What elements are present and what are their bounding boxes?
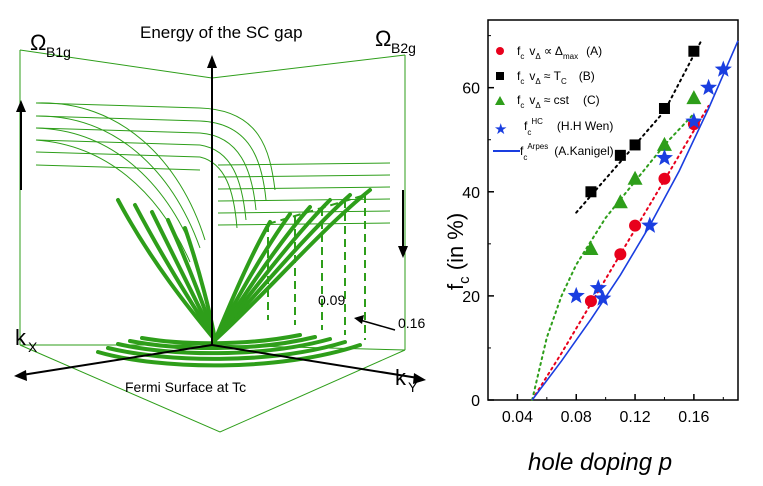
schematic-title: Energy of the SC gap xyxy=(140,23,303,42)
fit-line-akanigel xyxy=(531,40,739,401)
omega-b2g-sub: B2g xyxy=(391,40,416,56)
doping-label-low: 0.09 xyxy=(318,292,345,308)
data-point-b xyxy=(614,149,626,161)
legend-marker-c xyxy=(495,96,505,105)
kx-sub: X xyxy=(28,339,38,355)
side-arrows xyxy=(16,100,408,331)
legend-marker-a xyxy=(496,47,504,55)
legend-text-c: fc vΔ ≈ cst (C) xyxy=(517,93,600,110)
data-point-c xyxy=(583,241,599,256)
data-marks xyxy=(567,45,732,308)
data-point-a xyxy=(584,295,597,308)
data-point-c xyxy=(656,136,672,151)
doping-label-high: 0.16 xyxy=(398,315,425,331)
data-point-hhwen xyxy=(685,112,703,129)
x-tick-label: 0.12 xyxy=(619,409,650,426)
data-point-hhwen xyxy=(641,216,659,233)
legend-marker-b xyxy=(496,72,504,80)
legend-text-arpes: fcArpes (A.Kanigel) xyxy=(520,142,614,162)
axis-ticks: 0.04 0.08 0.12 0.16 0 20 40 60 xyxy=(462,35,724,426)
y-tick-label: 20 xyxy=(462,289,480,306)
y-axis-label: fc (in %) xyxy=(443,213,473,290)
schematic-axes xyxy=(14,55,426,384)
fermi-surface-label: Fermi Surface at Tc xyxy=(125,379,246,395)
data-point-hhwen xyxy=(655,148,673,166)
data-point-b xyxy=(585,186,597,198)
data-point-a xyxy=(614,248,627,261)
data-point-c xyxy=(612,194,628,209)
dashed-drop-lines xyxy=(267,194,366,340)
kx-label: k xyxy=(15,325,27,350)
y-tick-label: 40 xyxy=(462,185,480,202)
data-point-b xyxy=(658,102,670,114)
data-point-hhwen xyxy=(567,286,585,304)
legend: fc vΔ ∝ Δmax (A) fc vΔ ≈ TC (B) fc vΔ ≈ cst (C) ★… xyxy=(493,44,614,162)
data-point-b xyxy=(688,45,700,57)
plot-frame xyxy=(487,19,739,401)
svg-text:fc (in %): fc (in %) xyxy=(443,213,473,290)
data-point-a xyxy=(629,219,642,232)
data-point-c xyxy=(686,90,702,105)
omega-b1g-label: Ω xyxy=(30,30,46,55)
y-label-f: f xyxy=(443,283,468,290)
gap-schematic: Energy of the SC gap Ω B1g Ω B2g k X k Y… xyxy=(14,23,426,433)
y-tick-label: 0 xyxy=(471,393,480,410)
y-label-sub: c xyxy=(456,276,473,284)
data-point-hhwen xyxy=(589,279,607,296)
legend-text-hc: fcHC (H.H Wen) xyxy=(524,117,613,137)
y-tick-label: 60 xyxy=(462,81,480,98)
ky-sub: Y xyxy=(408,379,418,395)
legend-text-b: fc vΔ ≈ TC (B) xyxy=(517,69,595,86)
omega-b1g-sub: B1g xyxy=(46,44,71,60)
ky-label: k xyxy=(395,365,407,390)
legend-marker-hc: ★ xyxy=(494,121,507,138)
data-point-b xyxy=(629,139,641,151)
gap-curves-thick xyxy=(116,188,372,342)
x-tick-label: 0.16 xyxy=(678,409,709,426)
data-point-hhwen xyxy=(714,60,732,77)
x-tick-label: 0.08 xyxy=(561,409,592,426)
y-label-rest: (in %) xyxy=(443,213,468,277)
data-point-hhwen xyxy=(594,289,612,306)
gap-curves-thin xyxy=(35,102,276,263)
omega-b2g-label: Ω xyxy=(375,26,391,51)
x-tick-label: 0.04 xyxy=(502,409,533,426)
x-axis-label: hole doping p xyxy=(528,449,672,476)
legend-text-a: fc vΔ ∝ Δmax (A) xyxy=(517,44,602,61)
data-point-hhwen xyxy=(700,78,718,95)
data-point-a xyxy=(658,172,671,185)
data-point-c xyxy=(627,170,643,185)
